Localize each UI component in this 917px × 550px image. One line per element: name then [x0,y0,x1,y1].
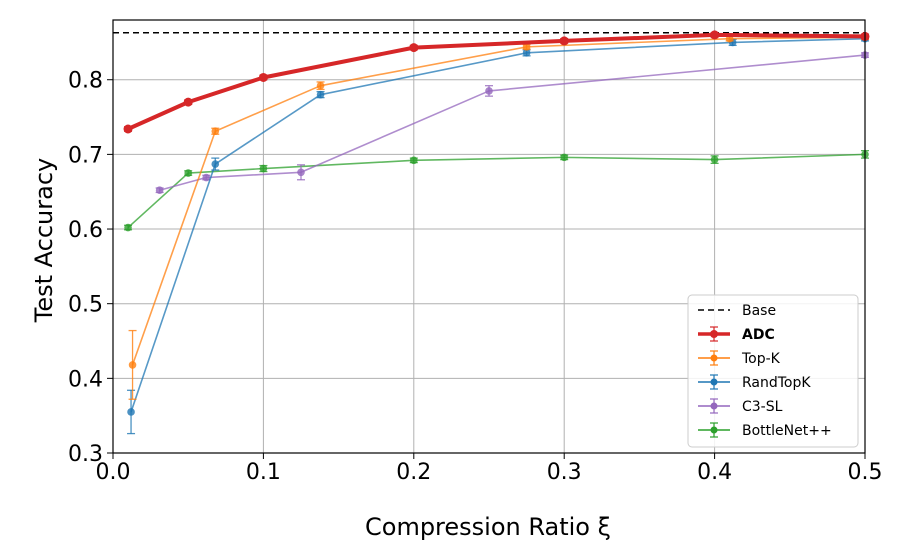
data-point [211,127,220,136]
x-tick-label: 0.1 [246,460,281,485]
data-point [710,30,720,40]
plot-frame [112,19,866,454]
series-line-bottlenet [127,153,866,229]
data-point [124,223,132,232]
legend-item-top-k: Top-K [698,350,781,367]
data-point [183,97,193,107]
tick-layer: 0.0 0.1 0.2 0.3 0.4 0.5 0.3 0.4 0.5 0.6 0.7 0.8 [68,69,883,485]
y-tick-label: 0.3 [68,442,103,467]
series-top-k [128,33,869,400]
data-point [258,72,268,82]
data-point [710,155,719,164]
data-point [259,164,268,173]
legend-item-base: Base [698,303,776,319]
legend: Base ADC Top-K RandTopK C3-SL BottleNet++ [687,294,859,448]
data-point [410,156,418,165]
series-c3-sl [155,51,869,195]
legend-label: Top-K [741,351,781,367]
data-point [316,81,325,90]
frame-layer [112,19,866,454]
series-line-randtopk [130,37,866,413]
data-point [485,87,493,95]
data-point [316,90,325,99]
legend-marker [710,426,718,434]
series-line-adc [127,32,866,131]
legend-item-c3-sl: C3-SL [698,398,783,415]
x-tick-label: 0.4 [697,460,732,485]
legend-marker [710,354,718,362]
data-point [202,173,211,182]
legend-marker [710,330,718,338]
legend-label: Base [742,303,776,319]
y-tick-label: 0.4 [68,367,103,392]
series-line-top-k [131,36,866,366]
data-point [123,124,133,134]
data-point [155,186,164,195]
legend-box [687,294,859,448]
x-axis-label: Compression Ratio ξ [365,513,611,541]
x-tick-label: 0.3 [547,460,582,485]
data-point [522,43,531,51]
legend-item-randtopk: RandTopK [698,374,811,391]
legend-label: ADC [742,327,775,343]
y-tick-label: 0.6 [68,218,103,243]
legend-item-adc: ADC [698,326,775,343]
legend-label: RandTopK [742,375,811,391]
y-tick-label: 0.8 [68,69,103,94]
x-tick-label: 0.5 [848,460,883,485]
data-point [559,36,569,46]
series-bottlenet [124,149,869,232]
data-point [297,168,305,177]
x-tick-label: 0.0 [96,460,131,485]
legend-label: C3-SL [742,399,783,415]
data-point [522,49,531,57]
data-point [211,160,220,168]
series-layer [123,30,870,435]
legend-label: BottleNet++ [742,423,832,439]
legend-marker [710,378,718,386]
y-tick-label: 0.7 [68,143,103,168]
data-point [128,361,137,369]
x-tick-label: 0.2 [396,460,431,485]
legend-item-bottlenet: BottleNet++ [698,422,832,439]
y-tick-label: 0.5 [68,293,103,318]
data-point [184,169,192,177]
data-point [409,43,419,53]
data-point [560,153,568,162]
y-axis-label: Test Accuracy [30,158,58,323]
series-adc [123,30,870,134]
data-point [127,408,135,416]
legend-marker [710,402,718,410]
